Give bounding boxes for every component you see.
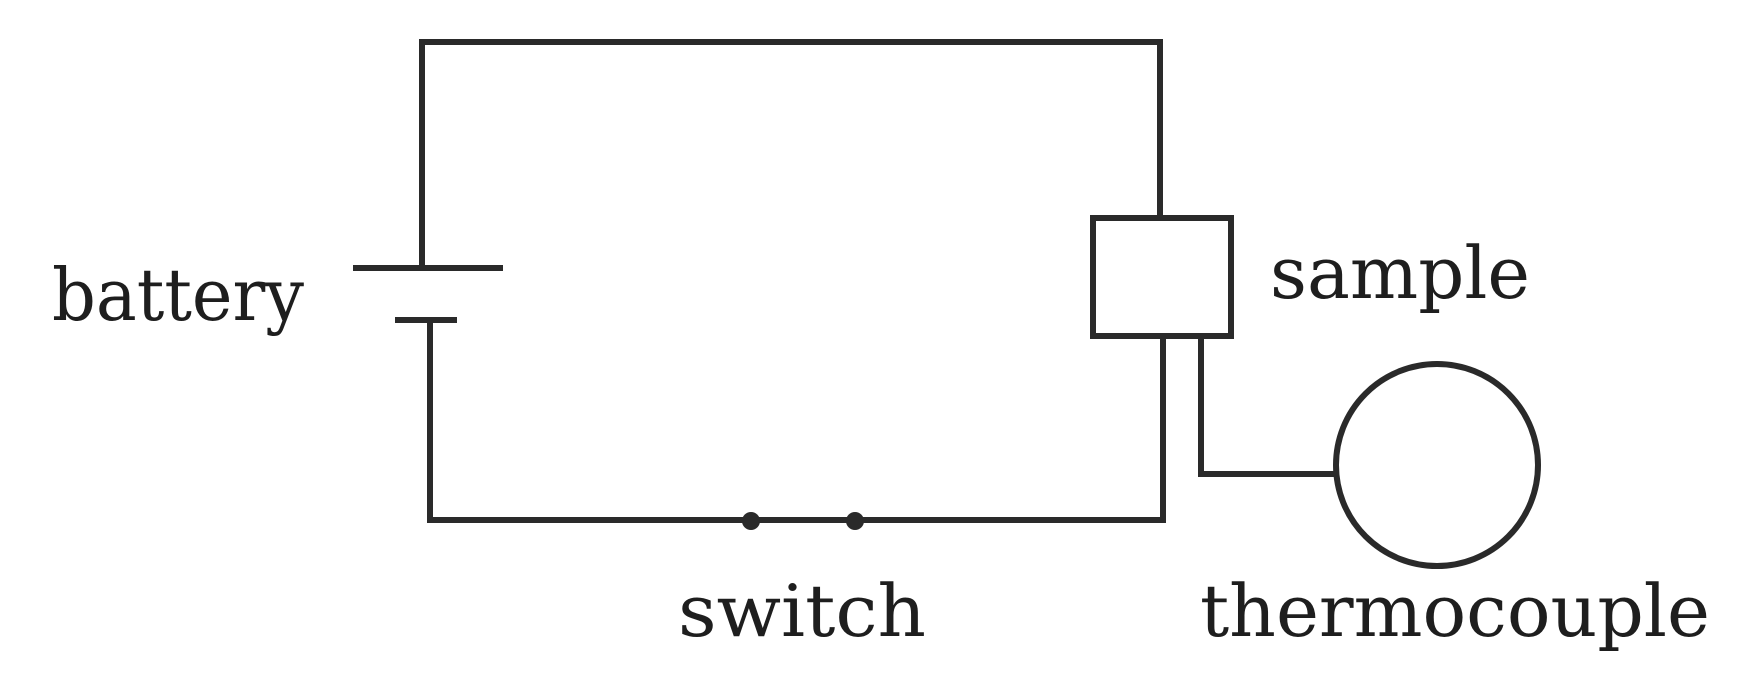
sample-box (1090, 215, 1234, 339)
battery-label: battery (52, 253, 304, 337)
thermocouple-label: thermocouple (1200, 569, 1710, 653)
circuit-wires (419, 39, 1166, 523)
switch-label: switch (678, 569, 926, 653)
thermocouple-circle (1333, 361, 1541, 569)
switch-symbol (742, 512, 864, 530)
switch-contact-left (742, 512, 760, 530)
sample-label: sample (1270, 231, 1530, 315)
switch-contact-right (846, 512, 864, 530)
thermocouple-lead (1198, 333, 1339, 477)
battery-symbol (353, 265, 503, 323)
